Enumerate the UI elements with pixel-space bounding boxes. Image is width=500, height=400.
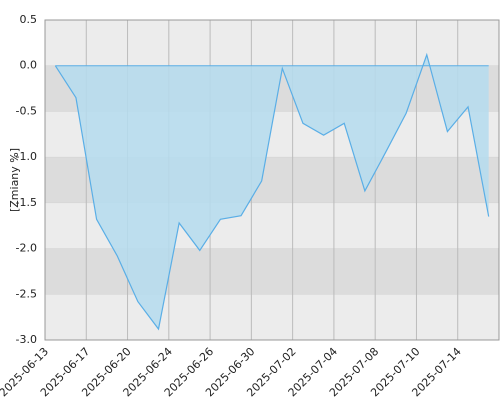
plot-frame bbox=[44, 19, 500, 341]
area-line bbox=[54, 52, 490, 331]
y-tick-label: -0.5 bbox=[16, 104, 37, 117]
y-tick-label: -2.5 bbox=[16, 287, 37, 300]
y-tick-label: -3.0 bbox=[16, 333, 37, 346]
y-tick-label: 0.0 bbox=[20, 59, 38, 72]
area-fill bbox=[55, 54, 489, 330]
grid-band bbox=[45, 248, 499, 295]
y-tick-label: -1.5 bbox=[16, 196, 37, 209]
y-tick-label: -1.0 bbox=[16, 150, 37, 163]
y-tick-label: -2.0 bbox=[16, 242, 37, 255]
y-axis-label: [Zmiany %] bbox=[8, 148, 21, 212]
y-tick-label: 0.5 bbox=[20, 13, 38, 26]
